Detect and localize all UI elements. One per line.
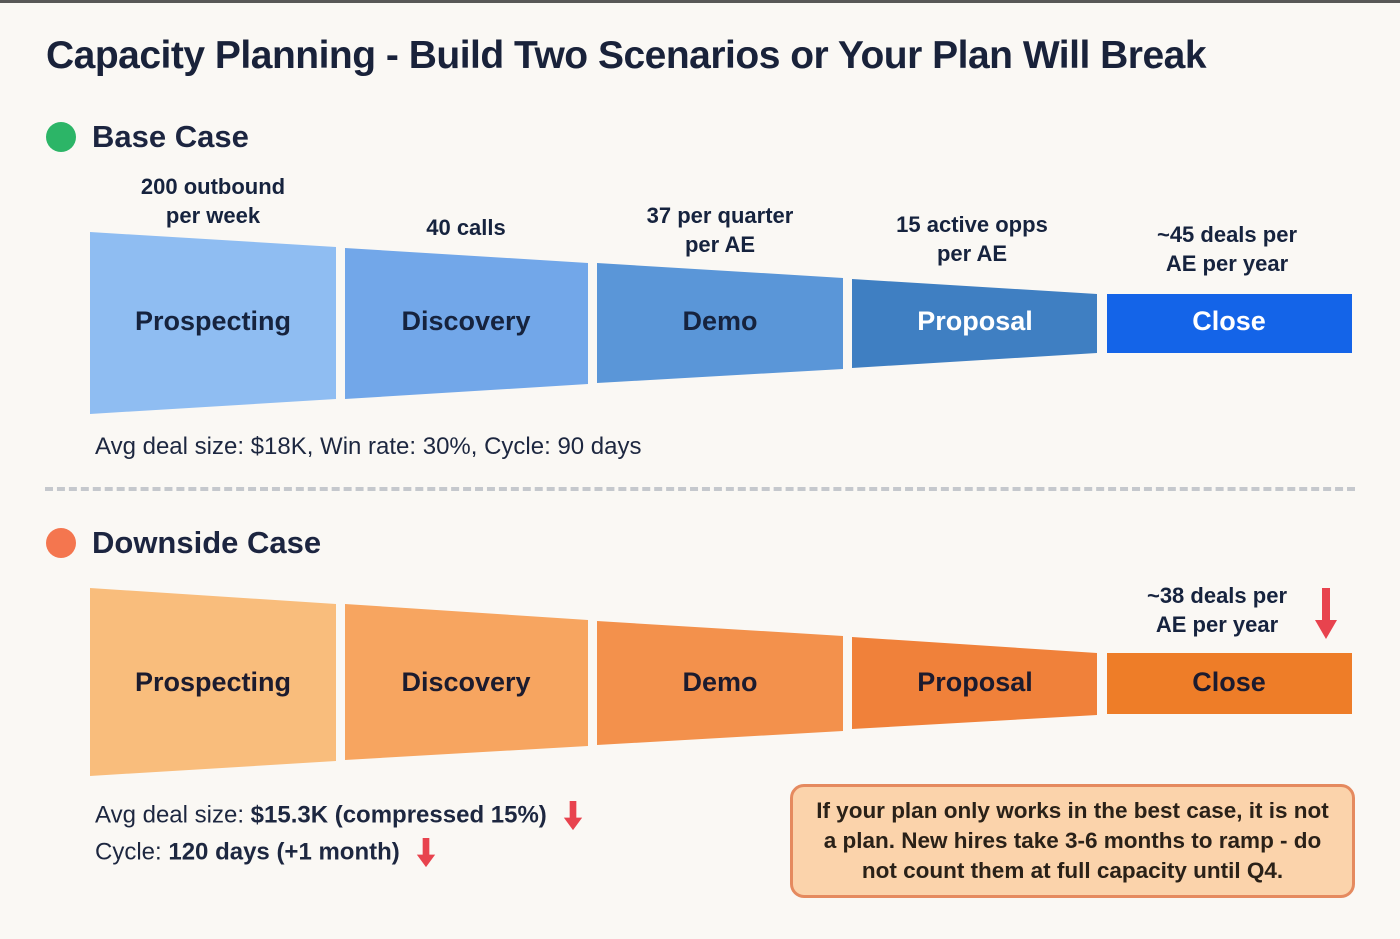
- base-stage-label-proposal: Proposal: [917, 306, 1033, 336]
- downside-stage-shape-demo: [597, 621, 843, 745]
- base-stage-shape-proposal: [852, 279, 1097, 368]
- page-title: Capacity Planning - Build Two Scenarios …: [46, 34, 1207, 77]
- downside-stage-label-demo: Demo: [682, 667, 758, 697]
- downside-stats-deal-size-value: $15.3K (compressed 15%): [250, 801, 547, 829]
- base-metric-close: ~45 deals per AE per year: [1156, 222, 1298, 276]
- downside-stats-deal-size-label: Avg deal size:: [95, 801, 251, 829]
- downside-case-heading: Downside Case: [92, 525, 322, 560]
- downside-stage-label-close: Close: [1192, 667, 1266, 697]
- downside-stats-cycle-value: 120 days (+1 month): [168, 838, 400, 866]
- callout-box: If your plan only works in the best case…: [790, 784, 1355, 898]
- downside-stats-cycle: Cycle: 120 days (+1 month): [95, 838, 436, 868]
- downside-stage-shape-close: [1107, 653, 1352, 714]
- base-stage-label-close: Close: [1192, 306, 1266, 336]
- downside-stage-label-discovery: Discovery: [401, 667, 531, 697]
- base-metric-prospecting: 200 outbound per week: [140, 174, 286, 228]
- base-stage-label-prospecting: Prospecting: [134, 306, 292, 336]
- base-stage-shape-close: [1107, 294, 1352, 353]
- downside-stage-shape-discovery: [345, 604, 588, 760]
- base-stage-shape-discovery: [345, 248, 588, 399]
- downside-stage-label-proposal: Proposal: [917, 667, 1033, 697]
- top-edge-line: [0, 0, 1400, 3]
- base-stage-label-demo: Demo: [682, 306, 758, 336]
- base-metric-discovery: 40 calls: [426, 215, 506, 240]
- down-arrow-icon: [417, 838, 436, 868]
- downside-stage-shape-proposal: [852, 637, 1097, 729]
- downside-stats-cycle-label: Cycle:: [95, 838, 169, 866]
- down-arrow-icon: [564, 801, 583, 831]
- downside-stage-label-prospecting: Prospecting: [134, 667, 292, 697]
- downside-metric-close: ~38 deals per AE per year: [1146, 583, 1288, 637]
- callout-text: If your plan only works in the best case…: [816, 798, 1329, 883]
- base-case-heading: Base Case: [92, 119, 249, 154]
- downside-stage-shape-prospecting: [90, 588, 336, 776]
- downside-stats-deal-size: Avg deal size: $15.3K (compressed 15%): [95, 801, 583, 831]
- base-case-stats: Avg deal size: $18K, Win rate: 30%, Cycl…: [95, 433, 642, 460]
- base-metric-demo: 37 per quarter per AE: [646, 203, 794, 257]
- downside-case-dot: [46, 528, 76, 558]
- base-stage-shape-prospecting: [90, 232, 336, 414]
- base-case-dot: [46, 122, 76, 152]
- base-stage-label-discovery: Discovery: [401, 306, 531, 336]
- section-divider: [45, 487, 1355, 491]
- down-arrow-icon: [1315, 588, 1337, 639]
- base-metric-proposal: 15 active opps per AE: [896, 212, 1048, 266]
- base-stage-shape-demo: [597, 263, 843, 383]
